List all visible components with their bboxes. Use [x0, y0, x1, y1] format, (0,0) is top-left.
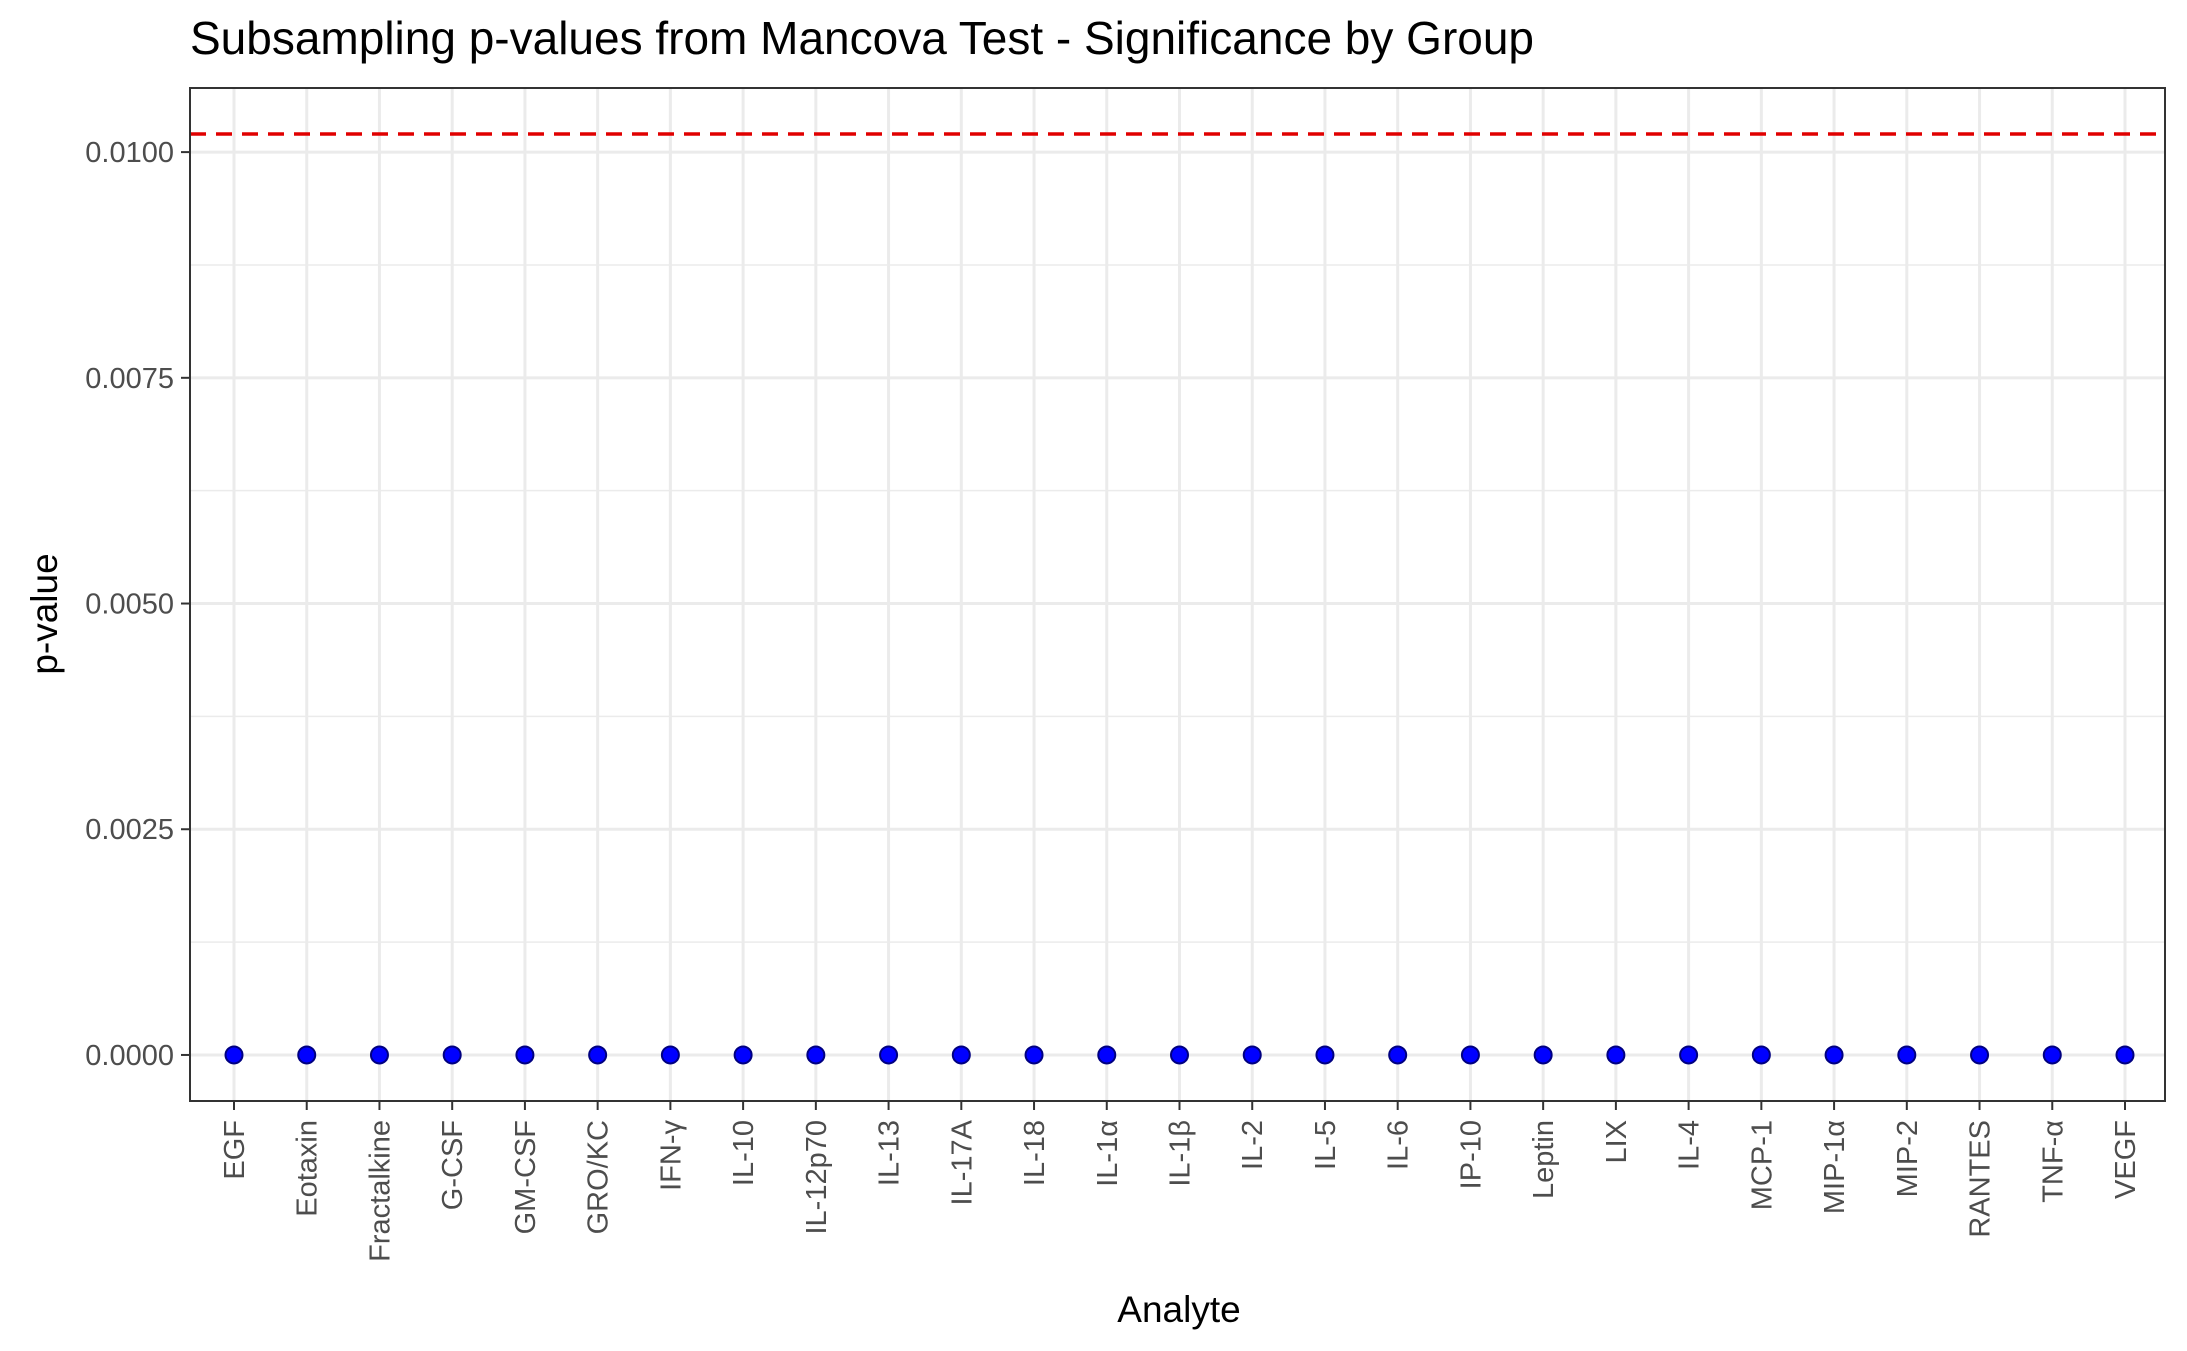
- y-tick-label: 0.0100: [85, 137, 174, 169]
- panel-border: [189, 87, 2166, 1102]
- x-tick-label: IL-2: [1237, 1120, 1269, 1170]
- data-point: [224, 1045, 244, 1065]
- x-tick-label: IL-13: [874, 1120, 906, 1186]
- data-point: [660, 1045, 680, 1065]
- x-tick-label: IL-5: [1310, 1120, 1342, 1170]
- panel-background: [190, 88, 2165, 1101]
- x-axis-title: Analyte: [1117, 1289, 1240, 1330]
- x-tick-label: RANTES: [1965, 1120, 1997, 1238]
- chart-title: Subsampling p-values from Mancova Test -…: [190, 12, 1534, 64]
- x-tick-label: IP-10: [1455, 1120, 1487, 1189]
- x-tick-label: GM-CSF: [510, 1120, 542, 1234]
- data-point: [588, 1045, 608, 1065]
- data-point: [1170, 1045, 1189, 1065]
- x-tick-label: MIP-2: [1892, 1120, 1924, 1197]
- x-tick-label: G-CSF: [437, 1120, 469, 1210]
- x-tick-label: LIX: [1601, 1120, 1633, 1164]
- plot-panel: 0.0000 0.0025 0.0050 0.0075 0.0100 EGF Eotaxin…: [85, 87, 2166, 1262]
- data-point: [1970, 1045, 1990, 1065]
- x-tick-label: VEGF: [2110, 1120, 2142, 1199]
- data-point: [1606, 1045, 1626, 1065]
- x-tick-label: Fractalkine: [364, 1120, 396, 1262]
- y-tick-label: 0.0050: [85, 589, 174, 621]
- data-point: [1097, 1045, 1117, 1065]
- data-point: [1460, 1045, 1480, 1065]
- x-tick-label: MCP-1: [1746, 1120, 1778, 1210]
- x-tick-label: IL-6: [1383, 1120, 1415, 1170]
- data-point: [806, 1045, 826, 1065]
- data-point: [515, 1045, 535, 1065]
- x-tick-label: GRO/KC: [583, 1120, 615, 1234]
- x-tick-label: IL-1β: [1165, 1120, 1197, 1187]
- data-point: [442, 1045, 462, 1065]
- data-point: [1533, 1045, 1553, 1065]
- y-tick-label: 0.0075: [85, 363, 174, 395]
- y-tick-label: 0.0025: [85, 814, 174, 846]
- x-tick-label: Leptin: [1528, 1120, 1560, 1199]
- x-tick-label: IL-1α: [1092, 1120, 1124, 1187]
- data-point: [1388, 1045, 1408, 1065]
- data-point: [369, 1045, 389, 1065]
- data-point: [2042, 1045, 2062, 1065]
- data-point: [733, 1045, 753, 1065]
- data-point: [2115, 1045, 2135, 1065]
- y-tick-label: 0.0000: [85, 1040, 174, 1072]
- data-point: [1897, 1045, 1917, 1065]
- x-tick-label: IL-17A: [946, 1119, 978, 1205]
- data-point: [1024, 1045, 1044, 1065]
- x-tick-label: IFN-γ: [655, 1120, 687, 1191]
- data-point: [951, 1045, 971, 1065]
- x-tick-label: IL-10: [728, 1120, 760, 1186]
- x-tick-label: TNF-α: [2037, 1120, 2069, 1203]
- data-point: [1315, 1045, 1335, 1065]
- data-point: [297, 1045, 317, 1065]
- y-axis-title: p-value: [24, 553, 65, 674]
- data-point: [1824, 1045, 1844, 1065]
- x-tick-label: IL-4: [1674, 1120, 1706, 1170]
- x-tick-label: EGF: [219, 1120, 251, 1180]
- data-point: [1751, 1045, 1771, 1065]
- x-tick-label: IL-12p70: [801, 1120, 833, 1235]
- x-tick-label: Eotaxin: [292, 1120, 324, 1217]
- data-point: [1679, 1045, 1699, 1065]
- x-tick-label: MIP-1α: [1819, 1120, 1851, 1214]
- data-point: [1242, 1045, 1262, 1065]
- data-point: [879, 1045, 899, 1065]
- x-tick-label: IL-18: [1019, 1120, 1051, 1186]
